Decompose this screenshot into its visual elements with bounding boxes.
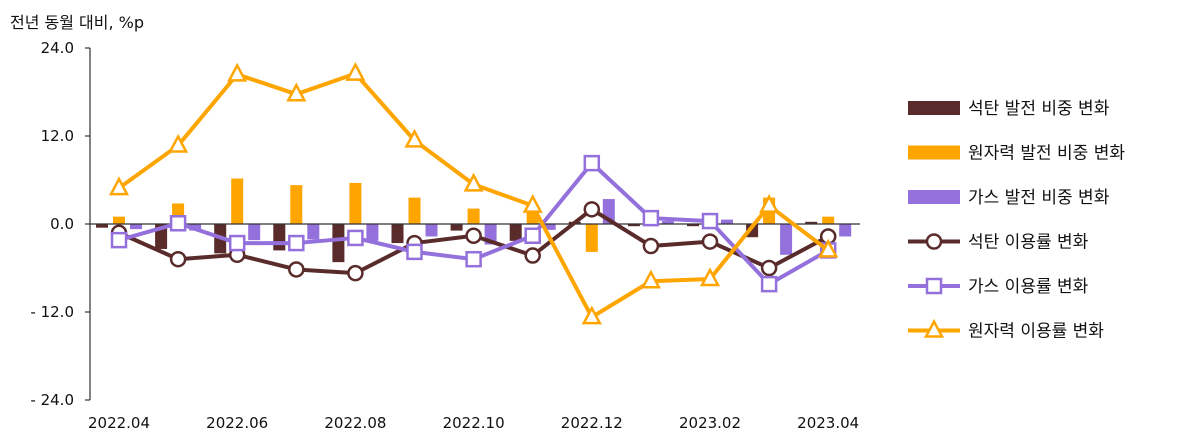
x-tick-label: 2022.04: [88, 414, 150, 432]
bar-coal: [450, 224, 463, 231]
legend-item: 석탄 이용률 변화: [908, 233, 1089, 253]
point-nuclear-utilization: [581, 305, 602, 325]
bar-nuclear: [290, 185, 303, 224]
legend-marker: [925, 277, 943, 295]
bar-coal: [805, 221, 818, 224]
point-gas-utilization: [169, 215, 187, 232]
y-tick-label: 0.0: [50, 215, 74, 233]
legend-item: 가스 발전 비중 변화: [908, 188, 1110, 208]
point-nuclear-utilization: [286, 82, 307, 102]
x-tick-label: 2022.12: [561, 414, 623, 432]
legend-marker: [923, 318, 945, 338]
point-nuclear-utilization: [227, 62, 248, 82]
legend-label: 원자력 이용률 변화: [968, 322, 1104, 342]
point-gas-utilization: [760, 275, 778, 293]
point-gas-utilization: [701, 212, 719, 230]
point-nuclear-utilization: [818, 238, 839, 258]
point-coal-utilization: [760, 259, 778, 277]
y-tick-label: - 12.0: [30, 303, 74, 321]
bar-coal: [509, 224, 522, 241]
x-tick-label: 2023.04: [797, 414, 859, 432]
legend-swatch: [908, 145, 960, 160]
bar-nuclear: [408, 197, 421, 224]
legend-label: 가스 발전 비중 변화: [968, 188, 1110, 208]
line-nuclear-utilization: [117, 71, 830, 320]
point-coal-utilization: [465, 227, 482, 244]
bar-gas: [366, 224, 379, 241]
point-nuclear-utilization: [759, 194, 780, 213]
bar-coal: [627, 224, 640, 227]
bar-coal: [332, 224, 345, 263]
legend-swatch: [908, 101, 960, 115]
y-tick-label: 24.0: [41, 39, 74, 57]
x-tick-label: 2022.10: [443, 414, 505, 432]
legend-label: 가스 이용률 변화: [968, 277, 1089, 297]
point-coal-utilization: [583, 201, 601, 218]
point-nuclear-utilization: [404, 128, 425, 148]
point-coal-utilization: [288, 261, 305, 278]
bar-gas: [425, 224, 438, 237]
point-coal-utilization: [524, 247, 541, 264]
legend-label: 석탄 이용률 변화: [968, 233, 1089, 253]
point-nuclear-utilization: [345, 62, 366, 81]
legend-marker: [925, 233, 943, 250]
point-coal-utilization: [169, 250, 187, 268]
point-nuclear-utilization: [168, 133, 189, 153]
bar-gas: [130, 224, 142, 230]
point-gas-utilization: [524, 227, 541, 244]
legend-item: 원자력 이용률 변화: [908, 318, 1104, 342]
bar-nuclear: [231, 178, 244, 224]
bar-gas: [248, 224, 261, 241]
bar-gas: [721, 219, 733, 224]
point-nuclear-utilization: [699, 267, 721, 287]
y-axis-label: 전년 동월 대비, %p: [10, 13, 144, 32]
bar-gas: [543, 224, 556, 230]
x-tick-label: 2022.08: [324, 414, 386, 432]
legend-label: 원자력 발전 비중 변화: [968, 144, 1125, 164]
bar-coal: [96, 224, 108, 228]
x-tick-label: 2023.02: [679, 414, 741, 432]
bar-gas: [780, 224, 793, 255]
bar-coal: [687, 224, 699, 227]
bar-gas: [661, 221, 674, 224]
point-gas-utilization: [465, 250, 482, 268]
bar-nuclear: [113, 216, 125, 224]
point-nuclear-utilization: [640, 269, 661, 289]
y-tick-label: 12.0: [41, 127, 74, 145]
point-nuclear-utilization: [522, 194, 543, 213]
bar-coal: [273, 224, 286, 251]
point-coal-utilization: [347, 264, 364, 282]
legend-label: 석탄 발전 비중 변화: [968, 99, 1110, 119]
bar-gas: [839, 224, 852, 237]
bar-gas: [307, 224, 320, 240]
bar-nuclear: [349, 182, 362, 224]
point-gas-utilization: [406, 243, 423, 261]
point-gas-utilization: [288, 234, 305, 252]
point-gas-utilization: [228, 234, 246, 252]
x-tick-label: 2022.06: [206, 414, 268, 432]
point-coal-utilization: [642, 237, 660, 255]
bar-nuclear: [585, 224, 598, 252]
y-tick-label: - 24.0: [30, 391, 74, 409]
bar-coal: [391, 224, 404, 244]
point-nuclear-utilization: [108, 176, 130, 196]
point-nuclear-utilization: [463, 172, 484, 192]
legend-item: 가스 이용률 변화: [908, 277, 1089, 297]
point-coal-utilization: [701, 233, 719, 250]
point-gas-utilization: [347, 229, 364, 247]
bar-nuclear: [822, 216, 835, 224]
point-gas-utilization: [110, 231, 128, 249]
legend-item: 원자력 발전 비중 변화: [908, 144, 1125, 164]
bar-nuclear: [467, 208, 480, 224]
legend-item: 석탄 발전 비중 변화: [908, 99, 1110, 119]
point-gas-utilization: [642, 209, 660, 227]
legend-swatch: [908, 190, 960, 204]
point-gas-utilization: [583, 154, 601, 172]
